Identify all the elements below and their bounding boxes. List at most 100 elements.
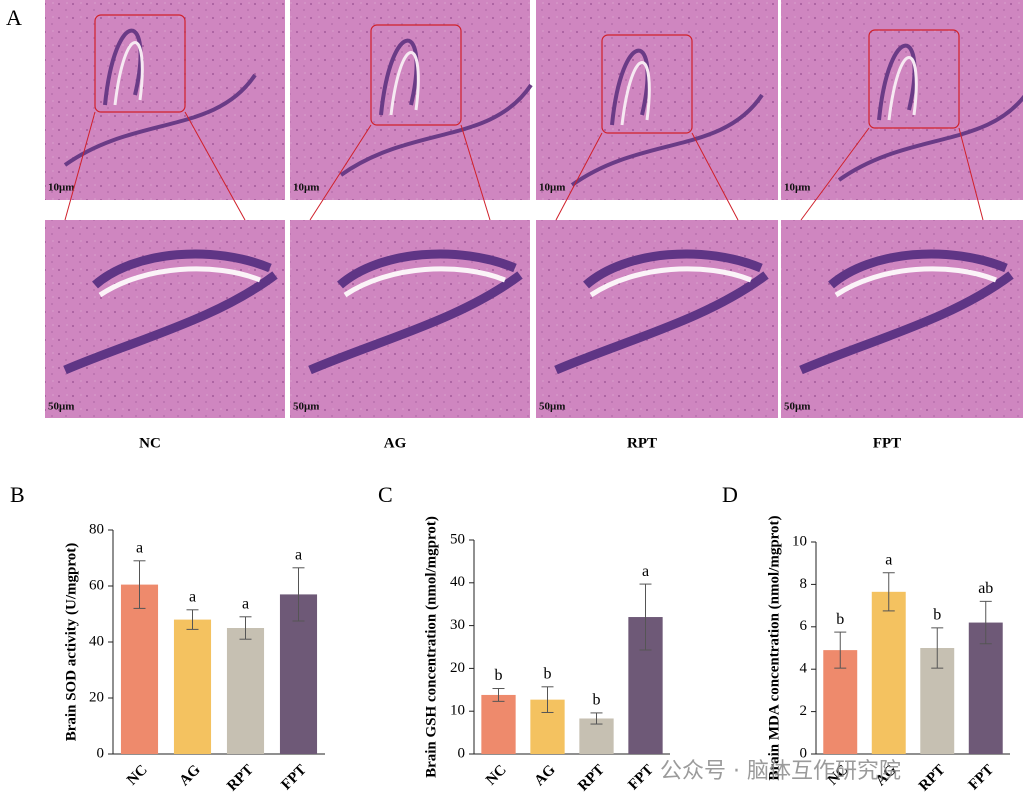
tissue-gap xyxy=(343,266,506,298)
y-tick-label: 0 xyxy=(458,745,466,761)
bar xyxy=(968,622,1003,754)
x-tick-label: AG xyxy=(532,762,559,789)
x-tick-label: NC xyxy=(124,762,151,789)
panel-label: C xyxy=(378,482,393,507)
bar xyxy=(226,628,265,754)
tissue-layer xyxy=(308,249,523,375)
zoom-box xyxy=(370,24,462,126)
zoom-connector xyxy=(691,132,739,221)
tissue-gap xyxy=(834,266,997,298)
scale-label: 50μm xyxy=(48,401,74,413)
zoom-box xyxy=(601,34,693,134)
bar xyxy=(120,584,159,754)
histology-image xyxy=(781,0,1023,200)
zoom-connector xyxy=(460,124,491,221)
scale-label: 50μm xyxy=(784,401,810,413)
y-tick-label: 30 xyxy=(450,617,465,633)
y-axis-label: Brain SOD activity (U/mgprot) xyxy=(63,543,79,741)
y-axis-label: Brain GSH concentration (nmol/mgprot) xyxy=(423,516,439,778)
significance-letter: b xyxy=(544,665,552,682)
y-tick-label: 0 xyxy=(800,745,808,761)
scale-label: 10μm xyxy=(293,182,319,194)
significance-letter: a xyxy=(136,539,143,556)
significance-letter: b xyxy=(495,667,503,684)
bar xyxy=(481,694,516,754)
bar xyxy=(173,619,212,754)
significance-letter: a xyxy=(885,551,892,568)
significance-letter: b xyxy=(933,607,941,624)
x-tick-label: FPT xyxy=(278,762,309,793)
tissue-gap xyxy=(620,61,651,126)
y-tick-label: 20 xyxy=(450,660,465,676)
zoom-connector xyxy=(309,124,372,221)
tissue-layer xyxy=(63,28,257,167)
zoom-connector xyxy=(958,127,984,221)
panel-label: B xyxy=(10,482,25,507)
significance-letter: a xyxy=(642,563,649,580)
tissue-gap xyxy=(389,51,420,116)
group-label: FPT xyxy=(873,435,901,451)
tissue-gap xyxy=(113,41,144,106)
x-tick-label: FPT xyxy=(625,762,656,793)
y-tick-label: 0 xyxy=(97,745,105,761)
tissue-layer xyxy=(570,48,764,187)
tissue-layer xyxy=(554,249,769,375)
x-tick-label: RPT xyxy=(916,762,949,795)
zoom-connector xyxy=(555,132,603,221)
zoom-box xyxy=(94,14,186,113)
panel-label: A xyxy=(6,5,22,30)
histology-image xyxy=(536,220,778,418)
y-tick-label: 10 xyxy=(792,533,807,549)
y-tick-label: 40 xyxy=(450,574,465,590)
x-tick-label: FPT xyxy=(966,762,997,793)
tissue-layer xyxy=(339,38,533,177)
x-tick-label: NC xyxy=(483,762,510,789)
histology-image xyxy=(536,0,778,200)
group-label: RPT xyxy=(627,435,657,451)
histology-image xyxy=(290,0,530,200)
y-axis-label: Brain MDA concentration (nmol/mgprot) xyxy=(766,515,782,780)
tissue-gap xyxy=(887,56,918,121)
significance-letter: a xyxy=(242,595,249,612)
scale-label: 10μm xyxy=(48,182,74,194)
watermark: 公众号 · 脑体互作研究院 xyxy=(660,759,901,784)
histology-image xyxy=(781,220,1023,418)
y-tick-label: 4 xyxy=(800,661,808,677)
histology-image xyxy=(45,220,285,418)
tissue-gap xyxy=(98,266,261,298)
y-tick-label: 6 xyxy=(800,618,808,634)
scale-label: 10μm xyxy=(539,182,565,194)
x-tick-label: RPT xyxy=(224,762,257,795)
significance-letter: a xyxy=(295,546,302,563)
significance-letter: b xyxy=(836,611,844,628)
zoom-connector xyxy=(184,111,246,221)
y-tick-label: 2 xyxy=(800,703,808,719)
zoom-connector xyxy=(800,127,870,221)
histology-image xyxy=(290,220,530,418)
x-tick-label: RPT xyxy=(575,762,608,795)
scale-label: 50μm xyxy=(293,401,319,413)
tissue-gap xyxy=(589,266,752,298)
tissue-layer xyxy=(799,249,1014,375)
significance-letter: b xyxy=(593,692,601,709)
y-tick-label: 10 xyxy=(450,703,465,719)
bar xyxy=(871,591,906,754)
y-tick-label: 8 xyxy=(800,576,808,592)
y-tick-label: 80 xyxy=(89,521,104,537)
scale-label: 10μm xyxy=(784,182,810,194)
zoom-connector xyxy=(64,111,96,221)
tissue-layer xyxy=(63,249,278,375)
group-label: NC xyxy=(139,435,161,451)
scale-label: 50μm xyxy=(539,401,565,413)
y-tick-label: 60 xyxy=(89,577,104,593)
y-tick-label: 20 xyxy=(89,689,104,705)
x-tick-label: AG xyxy=(177,762,204,789)
tissue-layer xyxy=(837,43,1023,182)
zoom-box xyxy=(868,29,960,129)
histology-image xyxy=(45,0,285,200)
group-label: AG xyxy=(384,435,407,451)
significance-letter: ab xyxy=(978,580,993,597)
significance-letter: a xyxy=(189,588,196,605)
panel-label: D xyxy=(722,482,738,507)
